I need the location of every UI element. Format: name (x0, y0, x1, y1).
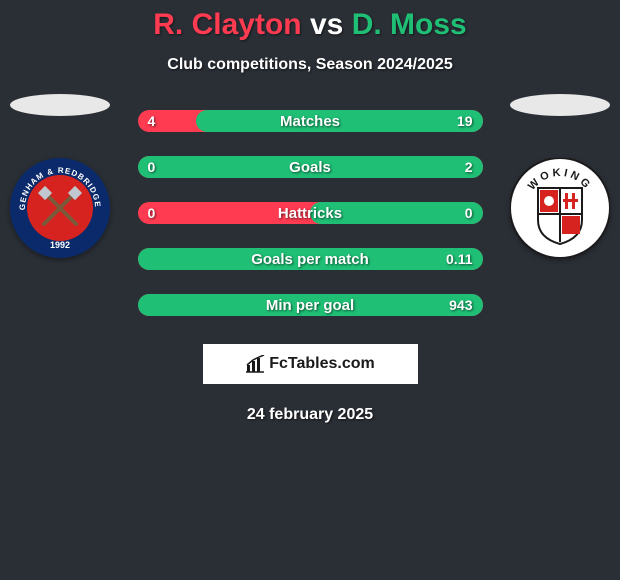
comparison-body: DAGENHAM & REDBRIDGE FC 1992 WOKING (0, 110, 620, 316)
bar-chart-icon (245, 355, 265, 373)
dagenham-redbridge-badge-icon: DAGENHAM & REDBRIDGE FC 1992 (10, 158, 110, 258)
stat-row: Goals 0 2 (138, 156, 483, 178)
player-2-avatar-placeholder (510, 94, 610, 116)
stat-value-right: 0 (465, 205, 473, 221)
stat-value-right: 0.11 (446, 251, 472, 267)
page-title: R. Clayton vs D. Moss (0, 8, 620, 42)
stat-value-left: 0 (148, 205, 156, 221)
title-player-2: D. Moss (352, 8, 467, 41)
brand-badge: FcTables.com (203, 344, 418, 384)
stat-value-right: 19 (457, 113, 473, 129)
woking-badge-icon: WOKING (510, 158, 610, 258)
snapshot-date: 24 february 2025 (0, 406, 620, 424)
stat-row: Matches 4 19 (138, 110, 483, 132)
title-vs: vs (310, 8, 343, 41)
comparison-card: R. Clayton vs D. Moss Club competitions,… (0, 0, 620, 424)
title-player-1: R. Clayton (153, 8, 301, 41)
stats-list: Matches 4 19 Goals 0 2 Hattricks 0 0 Goals per ma… (138, 110, 483, 316)
stat-label: Goals per match (251, 251, 369, 268)
stat-label: Matches (280, 113, 340, 130)
stat-row: Goals per match 0.11 (138, 248, 483, 270)
svg-text:1992: 1992 (50, 240, 70, 250)
stat-row: Min per goal 943 (138, 294, 483, 316)
stat-value-left: 4 (148, 113, 156, 129)
player-1-avatar-placeholder (10, 94, 110, 116)
stat-label: Min per goal (266, 297, 354, 314)
stat-label: Hattricks (278, 205, 342, 222)
stat-value-left: 0 (148, 159, 156, 175)
stat-value-right: 943 (449, 297, 472, 313)
stat-row: Hattricks 0 0 (138, 202, 483, 224)
club-badge-right: WOKING (510, 158, 610, 258)
subtitle: Club competitions, Season 2024/2025 (0, 56, 620, 74)
stat-label: Goals (289, 159, 331, 176)
club-badge-left: DAGENHAM & REDBRIDGE FC 1992 (10, 158, 110, 258)
stat-value-right: 2 (465, 159, 473, 175)
brand-text: FcTables.com (269, 355, 375, 373)
